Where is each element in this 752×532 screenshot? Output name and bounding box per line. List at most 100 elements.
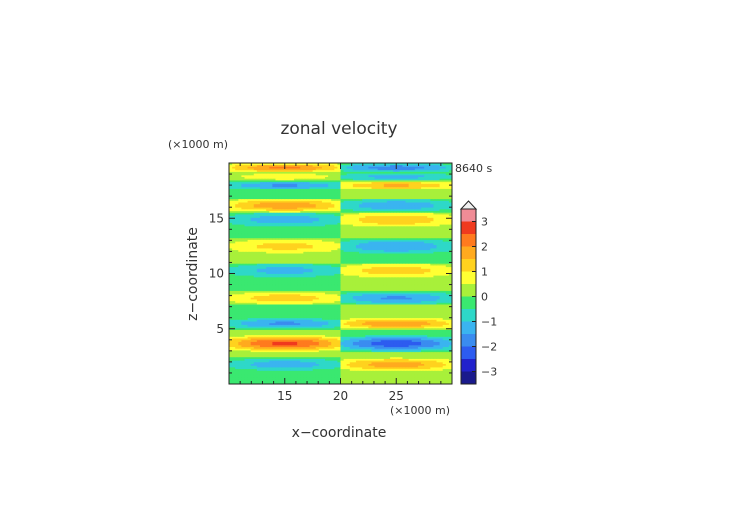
heatmap-cell [402,331,406,334]
heatmap-cell [306,295,310,298]
heatmap-cell [287,338,292,341]
heatmap-cell [368,331,372,334]
heatmap-cell [253,312,258,315]
heatmap-cell [439,276,444,279]
heatmap-cell [275,312,279,315]
heatmap-cell [247,290,252,293]
heatmap-cell [247,297,252,300]
heatmap-cell [278,270,283,273]
heatmap-cell [355,382,360,385]
heatmap-cell [266,283,270,286]
heatmap-cell [281,346,286,349]
heatmap-cell [349,365,354,368]
heatmap-cell [331,336,335,339]
heatmap-cell [315,309,320,312]
heatmap-cell [346,297,351,300]
heatmap-cell [263,365,267,368]
heatmap-cell [232,265,236,268]
heatmap-cell [362,312,366,315]
heatmap-cell [238,372,242,375]
heatmap-cell [371,350,375,353]
heatmap-cell [300,348,304,351]
heatmap-cell [321,334,326,337]
heatmap-cell [352,285,357,288]
heatmap-cell [414,280,419,283]
heatmap-cell [331,367,335,370]
heatmap-cell [368,302,372,305]
heatmap-cell [232,365,236,368]
heatmap-cell [421,322,425,325]
heatmap-cell [368,304,372,307]
heatmap-cell [352,370,357,373]
heatmap-cell [343,370,348,373]
heatmap-cell [331,287,335,290]
heatmap-cell [250,278,255,281]
heatmap-cell [377,302,382,305]
heatmap-cell [315,293,320,296]
heatmap-cell [303,292,307,295]
heatmap-cell [300,324,304,327]
heatmap-cell [337,319,341,322]
heatmap-cell [263,321,267,324]
heatmap-cell [247,351,252,354]
heatmap-cell [405,316,410,319]
heatmap-cell [377,346,382,349]
heatmap-cell [390,304,394,307]
heatmap-cell [424,302,428,305]
heatmap-cell [334,339,338,342]
heatmap-cell [349,300,354,303]
heatmap-cell [318,336,323,339]
heatmap-cell [297,316,301,319]
heatmap-cell [247,302,252,305]
heatmap-cell [241,271,245,274]
heatmap-cell [229,375,233,378]
heatmap-cell [269,367,273,370]
heatmap-cell [294,307,298,310]
heatmap-cell [349,377,354,380]
heatmap-cell [303,382,307,385]
heatmap-cell [250,353,255,356]
heatmap-cell [442,368,447,371]
heatmap-cell [399,355,403,358]
heatmap-cell [318,285,323,288]
heatmap-cell [229,309,233,312]
heatmap-cell [340,305,344,308]
heatmap-cell [281,326,286,329]
heatmap-cell [390,285,394,288]
heatmap-cell [269,336,273,339]
heatmap-cell [284,375,289,378]
heatmap-cell [321,336,326,339]
heatmap-cell [297,270,301,273]
heatmap-cell [259,307,264,310]
heatmap-cell [411,375,416,378]
heatmap-cell [408,307,413,310]
heatmap-cell [297,344,301,347]
heatmap-cell [269,312,273,315]
heatmap-cell [300,312,304,315]
heatmap-cell [442,321,447,324]
heatmap-cell [321,295,326,298]
heatmap-cell [241,346,245,349]
heatmap-cell [266,380,270,383]
heatmap-cell [325,338,329,341]
heatmap-cell [386,334,391,337]
heatmap-cell [380,276,385,279]
heatmap-cell [315,382,320,385]
heatmap-cell [321,271,326,274]
heatmap-cell [269,346,273,349]
heatmap-cell [331,373,335,376]
heatmap-cell [362,378,366,381]
heatmap-cell [352,329,357,332]
heatmap-cell [256,343,261,346]
heatmap-cell [244,275,248,278]
heatmap-cell [275,305,279,308]
heatmap-cell [349,373,354,376]
heatmap-cell [247,321,252,324]
heatmap-cell [297,351,301,354]
heatmap-cell [433,346,437,349]
heatmap-cell [421,339,425,342]
heatmap-cell [328,280,332,283]
heatmap-cell [287,312,292,315]
heatmap-cell [402,282,406,285]
heatmap-cell [281,363,286,366]
